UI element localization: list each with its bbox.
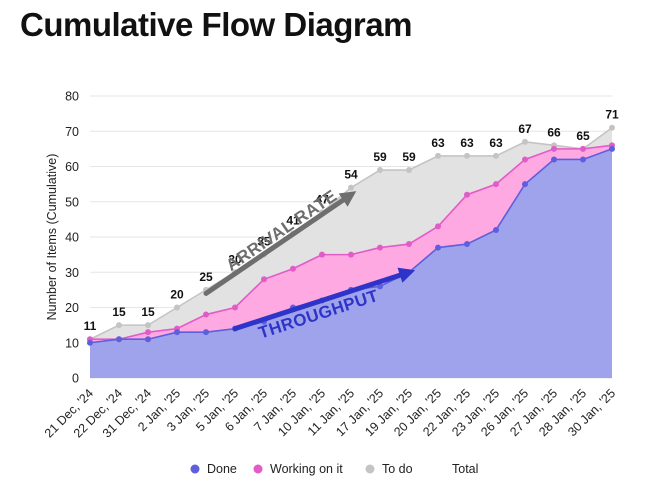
data-label: 15	[112, 305, 126, 319]
data-label: 47	[315, 192, 329, 206]
point-done	[435, 244, 441, 251]
point-working-on-it	[464, 191, 470, 198]
legend-item-total[interactable]: Total	[452, 462, 478, 476]
data-label: 59	[373, 150, 387, 164]
data-label: 25	[199, 270, 213, 284]
legend-swatch	[190, 464, 200, 474]
y-tick-label: 40	[65, 231, 79, 245]
y-axis-title: Number of Items (Cumulative)	[45, 154, 59, 321]
point-done	[551, 156, 557, 163]
point-working-on-it	[435, 223, 441, 230]
data-label: 15	[141, 305, 155, 319]
legend-label: Total	[452, 462, 478, 476]
annotation-arrow	[232, 267, 416, 332]
point-to-do	[406, 167, 412, 174]
legend-item-working-on-it[interactable]: Working on it	[253, 462, 344, 476]
point-done	[522, 181, 528, 188]
page-title: Cumulative Flow Diagram	[20, 6, 412, 43]
point-working-on-it	[145, 329, 151, 336]
data-label: 11	[84, 319, 97, 333]
legend-label: To do	[382, 462, 413, 476]
point-working-on-it	[261, 276, 267, 283]
data-label: 35	[257, 235, 271, 249]
legend-item-to-do[interactable]: To do	[365, 462, 413, 476]
point-working-on-it	[319, 251, 325, 258]
point-to-do	[522, 138, 528, 145]
legend-label: Working on it	[270, 462, 343, 476]
legend-item-done[interactable]: Done	[190, 462, 237, 476]
point-done	[580, 156, 586, 163]
point-to-do	[116, 322, 122, 329]
point-done	[116, 336, 122, 343]
point-working-on-it	[203, 311, 209, 318]
data-labels: 11 15 15 20 25 30 35 41 47 54 59 59 63 63 63 67 66 65 71	[84, 108, 619, 334]
point-working-on-it	[377, 244, 383, 251]
point-to-do	[464, 152, 470, 159]
data-label: 63	[460, 136, 474, 150]
legend-swatch	[253, 464, 263, 474]
point-done	[493, 226, 499, 233]
data-label: 63	[489, 136, 503, 150]
data-label: 54	[344, 168, 358, 182]
legend: Done Working on it To do Total	[190, 462, 478, 476]
data-label: 65	[576, 129, 590, 143]
point-to-do	[174, 304, 180, 311]
point-to-do	[377, 167, 383, 174]
point-done	[87, 339, 93, 346]
y-tick-label: 60	[65, 160, 79, 174]
data-label: 30	[228, 252, 242, 266]
point-to-do	[493, 152, 499, 159]
data-label: 20	[170, 288, 184, 302]
point-done	[145, 336, 151, 343]
point-done	[464, 241, 470, 248]
data-label: 71	[605, 108, 619, 122]
point-done	[609, 145, 615, 152]
point-working-on-it	[551, 145, 557, 152]
point-to-do	[348, 184, 354, 191]
data-label: 63	[431, 136, 445, 150]
annotation-arrow	[203, 191, 357, 296]
y-tick-label: 30	[65, 266, 79, 280]
point-working-on-it	[348, 251, 354, 258]
point-working-on-it	[406, 241, 412, 248]
data-label: 59	[402, 150, 416, 164]
data-label: 67	[518, 122, 532, 136]
point-working-on-it	[290, 265, 296, 272]
data-label: 41	[286, 213, 300, 227]
legend-label: Done	[207, 462, 237, 476]
y-tick-label: 10	[65, 336, 79, 350]
point-done	[377, 283, 383, 290]
point-working-on-it	[580, 145, 586, 152]
area-done	[90, 148, 612, 378]
y-tick-label: 0	[72, 372, 79, 386]
point-to-do	[609, 124, 615, 131]
data-label: 66	[547, 125, 561, 139]
point-working-on-it	[232, 304, 238, 311]
y-tick-label: 20	[65, 301, 79, 315]
point-working-on-it	[522, 156, 528, 163]
point-to-do	[435, 152, 441, 159]
y-tick-label: 70	[65, 125, 79, 139]
y-tick-label: 50	[65, 195, 79, 209]
point-working-on-it	[493, 181, 499, 188]
point-done	[203, 329, 209, 336]
point-to-do	[145, 322, 151, 329]
point-done	[174, 329, 180, 336]
legend-swatch	[365, 464, 375, 474]
y-tick-label: 80	[65, 90, 79, 104]
